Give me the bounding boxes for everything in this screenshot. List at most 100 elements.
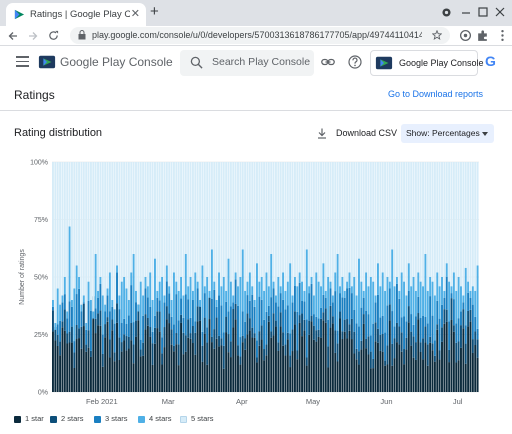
bar-segment-3-stars[interactable]: [407, 290, 410, 307]
bar-segment-1-star[interactable]: [471, 352, 474, 392]
bar-segment-2-stars[interactable]: [403, 349, 406, 365]
bar-segment-4-stars[interactable]: [263, 290, 266, 320]
bar-segment-3-stars[interactable]: [450, 293, 453, 299]
bar-segment-1-star[interactable]: [180, 322, 183, 392]
bar-segment-4-stars[interactable]: [398, 290, 401, 299]
bar-segment-1-star[interactable]: [355, 359, 358, 392]
bar-segment-2-stars[interactable]: [334, 330, 337, 353]
bar-segment-3-stars[interactable]: [203, 293, 206, 318]
bar-segment-1-star[interactable]: [405, 349, 408, 392]
bar-segment-5-stars[interactable]: [116, 162, 118, 266]
bar-segment-1-star[interactable]: [170, 344, 173, 392]
bar-segment-2-stars[interactable]: [341, 331, 344, 340]
bar-segment-5-stars[interactable]: [320, 162, 322, 287]
bar-segment-1-star[interactable]: [125, 350, 128, 392]
bar-segment-3-stars[interactable]: [301, 301, 303, 314]
bar-segment-1-star[interactable]: [438, 359, 441, 392]
bar-segment-3-stars[interactable]: [163, 302, 166, 328]
bar-segment-1-star[interactable]: [393, 358, 396, 392]
bar-segment-1-star[interactable]: [227, 352, 230, 392]
bar-segment-5-stars[interactable]: [431, 162, 434, 282]
bar-segment-2-stars[interactable]: [158, 311, 161, 332]
bar-segment-2-stars[interactable]: [412, 336, 415, 358]
bar-segment-3-stars[interactable]: [85, 329, 88, 345]
bar-segment-1-star[interactable]: [165, 319, 168, 392]
bar-segment-3-stars[interactable]: [388, 288, 391, 305]
bar-segment-2-stars[interactable]: [237, 345, 239, 356]
bar-segment-4-stars[interactable]: [108, 272, 111, 312]
profile-icon[interactable]: [442, 8, 451, 17]
bar-segment-3-stars[interactable]: [358, 326, 360, 352]
bar-segment-4-stars[interactable]: [471, 286, 474, 305]
bar-segment-5-stars[interactable]: [329, 162, 332, 282]
bar-segment-4-stars[interactable]: [59, 304, 62, 321]
bar-segment-4-stars[interactable]: [379, 286, 382, 318]
bar-segment-5-stars[interactable]: [191, 162, 194, 291]
bar-segment-4-stars[interactable]: [348, 272, 351, 288]
bar-segment-2-stars[interactable]: [161, 353, 164, 365]
bar-segment-4-stars[interactable]: [277, 277, 280, 307]
bar-segment-3-stars[interactable]: [424, 316, 427, 327]
bar-segment-2-stars[interactable]: [365, 338, 368, 349]
bar-segment-2-stars[interactable]: [467, 310, 470, 327]
bar-segment-2-stars[interactable]: [68, 331, 71, 343]
bar-segment-2-stars[interactable]: [156, 311, 159, 329]
bar-segment-3-stars[interactable]: [455, 323, 458, 343]
download-icon[interactable]: [317, 128, 327, 139]
bar-segment-4-stars[interactable]: [429, 277, 432, 297]
bar-segment-3-stars[interactable]: [263, 319, 266, 350]
bar-segment-4-stars[interactable]: [210, 249, 213, 299]
bar-segment-2-stars[interactable]: [398, 326, 401, 345]
bar-segment-3-stars[interactable]: [260, 299, 263, 326]
bar-segment-3-stars[interactable]: [346, 288, 349, 320]
bar-segment-2-stars[interactable]: [381, 334, 384, 352]
bar-segment-4-stars[interactable]: [163, 295, 166, 303]
bar-segment-5-stars[interactable]: [305, 162, 308, 250]
bar-segment-4-stars[interactable]: [367, 286, 370, 315]
bar-segment-3-stars[interactable]: [305, 319, 308, 358]
bar-segment-2-stars[interactable]: [339, 311, 341, 319]
bar-segment-1-star[interactable]: [87, 347, 90, 392]
bar-segment-2-stars[interactable]: [135, 320, 137, 337]
bar-segment-1-star[interactable]: [293, 324, 296, 392]
show-percentages-dropdown[interactable]: Show: Percentages: [401, 124, 494, 143]
bar-segment-2-stars[interactable]: [362, 314, 365, 324]
bar-segment-5-stars[interactable]: [80, 162, 83, 305]
bar-segment-1-star[interactable]: [431, 350, 434, 392]
bar-segment-4-stars[interactable]: [405, 295, 408, 322]
bar-segment-4-stars[interactable]: [253, 300, 256, 307]
bar-segment-3-stars[interactable]: [116, 272, 118, 304]
bar-segment-1-star[interactable]: [353, 353, 356, 392]
bar-segment-2-stars[interactable]: [422, 338, 424, 360]
bar-segment-5-stars[interactable]: [78, 162, 81, 277]
bar-segment-5-stars[interactable]: [331, 162, 334, 296]
bar-segment-1-star[interactable]: [395, 342, 398, 392]
bar-segment-3-stars[interactable]: [320, 307, 322, 319]
bar-segment-2-stars[interactable]: [78, 328, 81, 339]
bar-segment-1-star[interactable]: [73, 367, 76, 392]
bar-segment-1-star[interactable]: [433, 361, 436, 392]
bar-segment-3-stars[interactable]: [165, 281, 168, 307]
bar-segment-4-stars[interactable]: [199, 300, 201, 307]
bar-segment-3-stars[interactable]: [310, 283, 313, 316]
bar-segment-5-stars[interactable]: [251, 162, 254, 287]
bar-segment-1-star[interactable]: [106, 321, 109, 392]
bar-segment-3-stars[interactable]: [113, 323, 116, 353]
bar-segment-2-stars[interactable]: [410, 331, 413, 346]
bar-segment-5-stars[interactable]: [296, 162, 299, 287]
bar-segment-1-star[interactable]: [412, 357, 415, 392]
bar-segment-3-stars[interactable]: [239, 337, 242, 357]
bar-segment-3-stars[interactable]: [422, 315, 424, 339]
bar-segment-1-star[interactable]: [443, 323, 446, 392]
bar-segment-1-star[interactable]: [89, 356, 92, 392]
bar-segment-5-stars[interactable]: [310, 162, 313, 277]
bar-segment-3-stars[interactable]: [419, 317, 422, 343]
bar-segment-3-stars[interactable]: [82, 302, 85, 304]
bar-segment-3-stars[interactable]: [127, 315, 130, 337]
bar-segment-5-stars[interactable]: [227, 162, 230, 259]
bar-segment-3-stars[interactable]: [135, 302, 137, 321]
bar-segment-1-star[interactable]: [448, 362, 451, 392]
bar-segment-4-stars[interactable]: [410, 286, 413, 315]
bar-segment-2-stars[interactable]: [400, 332, 403, 352]
bar-segment-5-stars[interactable]: [123, 162, 126, 277]
